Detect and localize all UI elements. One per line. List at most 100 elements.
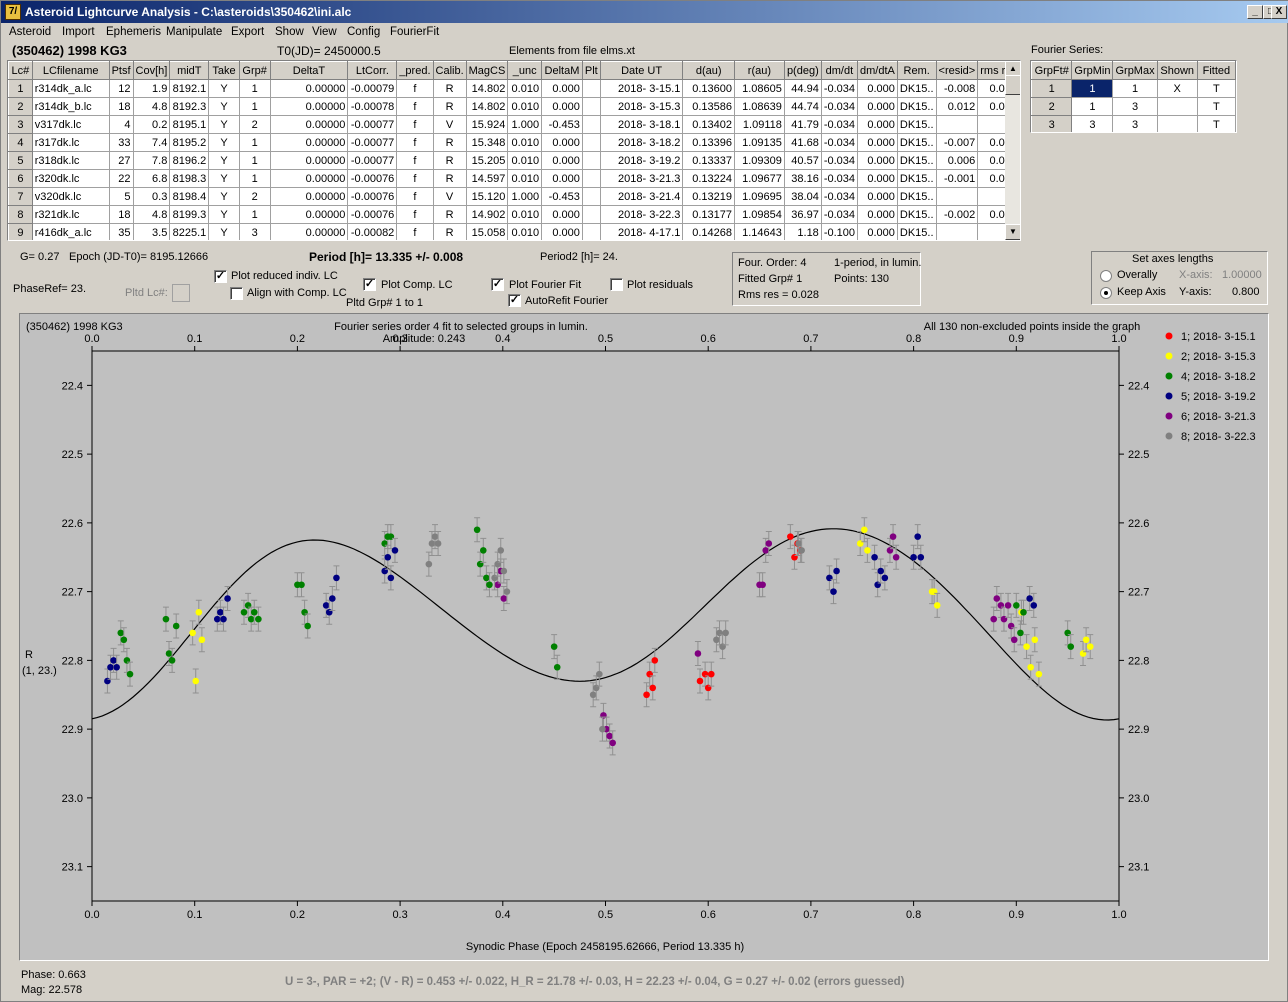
row-header[interactable]: 8 xyxy=(8,205,33,224)
yaxis-value[interactable]: 0.800 xyxy=(1232,286,1260,298)
menu-view[interactable]: View xyxy=(312,26,337,38)
column-header[interactable]: LtCorr. xyxy=(347,61,398,80)
column-header[interactable]: Grp# xyxy=(238,61,271,80)
lightcurve-plot-panel[interactable]: 0.0 0.0 0.1 0.1 0.2 0.2 0.3 0.3 0.4 0.4 0.5 0.5 0.6 0… xyxy=(19,313,1269,961)
fourier-cell[interactable]: T xyxy=(1197,115,1236,132)
align-comp-checkbox[interactable] xyxy=(230,287,243,300)
column-header[interactable]: _unc xyxy=(507,61,543,80)
row-header[interactable]: 7 xyxy=(8,187,33,206)
table-cell: Y xyxy=(208,223,240,240)
data-point xyxy=(930,588,938,595)
title-bar[interactable]: 7/ Asteroid Lightcurve Analysis - C:\ast… xyxy=(1,1,1288,23)
close-button[interactable]: X xyxy=(1271,5,1287,19)
fourier-cell[interactable]: 1 xyxy=(1112,79,1158,98)
column-header[interactable]: Rem. xyxy=(896,61,937,80)
table-cell: 14.802 xyxy=(466,97,509,116)
data-point xyxy=(1000,615,1008,623)
fourier-cell[interactable]: 3 xyxy=(1071,115,1114,132)
menu-import[interactable]: Import xyxy=(62,26,95,38)
row-header[interactable]: 2 xyxy=(8,97,33,116)
column-header[interactable]: MagCS xyxy=(465,61,509,80)
row-header[interactable]: 6 xyxy=(8,169,33,188)
data-point xyxy=(240,608,248,616)
fourier-cell[interactable]: 1 xyxy=(1071,97,1114,116)
column-header[interactable]: DeltaT xyxy=(269,61,349,80)
column-header[interactable]: Plt xyxy=(581,61,601,80)
table-vertical-scrollbar[interactable]: ▲ ▼ xyxy=(1005,61,1020,240)
fourier-row-header[interactable]: 3 xyxy=(1031,115,1073,132)
row-header[interactable]: 5 xyxy=(8,151,33,170)
fourier-cell[interactable]: X xyxy=(1157,79,1198,98)
plot-reduced-checkbox[interactable]: ✓ xyxy=(214,270,227,283)
menu-export[interactable]: Export xyxy=(231,26,265,38)
column-header[interactable]: p(deg) xyxy=(783,61,822,80)
plot-fourier-checkbox[interactable]: ✓ xyxy=(491,278,504,291)
fourier-row-header[interactable]: 2 xyxy=(1031,97,1073,116)
column-header[interactable]: dm/dtA xyxy=(857,61,898,80)
column-header[interactable]: _pred. xyxy=(396,61,434,80)
plot-area[interactable] xyxy=(91,350,1120,902)
table-row[interactable]: 5 r318dk.lc 27 7.8 8196.2 Y 1 0.00000 -0.00077 f R… xyxy=(8,151,1020,170)
column-header[interactable]: DeltaM xyxy=(541,61,583,80)
table-row[interactable]: 7 v320dk.lc 5 0.3 8198.4 Y 2 0.00000 -0.00076 f V 1… xyxy=(8,187,1020,206)
column-header[interactable]: Calib. xyxy=(432,61,467,80)
column-header[interactable]: d(au) xyxy=(682,61,735,80)
xaxis-value[interactable]: 1.00000 xyxy=(1222,269,1262,281)
column-header[interactable]: <resid> xyxy=(935,61,979,80)
data-point xyxy=(491,574,498,582)
menu-ephemeris[interactable]: Ephemeris xyxy=(106,26,161,38)
keep-axis-radio[interactable] xyxy=(1100,287,1112,299)
autorefit-checkbox[interactable]: ✓ xyxy=(508,294,521,307)
menu-fourierfit[interactable]: FourierFit xyxy=(390,26,440,38)
column-header[interactable]: midT xyxy=(169,61,210,80)
table-row[interactable]: 4 r317dk.lc 33 7.4 8195.2 Y 1 0.00000 -0.00077 f R… xyxy=(8,133,1020,152)
column-header[interactable]: Cov[h] xyxy=(132,61,171,80)
row-header[interactable]: 1 xyxy=(8,79,33,98)
fourier-cell[interactable]: T xyxy=(1197,97,1236,116)
fourier-cell[interactable] xyxy=(1157,115,1198,132)
row-header[interactable]: 4 xyxy=(8,133,33,152)
row-header[interactable]: 9 xyxy=(8,223,33,240)
row-header[interactable]: 3 xyxy=(8,115,33,134)
table-row[interactable]: 2 r314dk_b.lc 18 4.8 8192.3 Y 1 0.00000 -0.00078… xyxy=(8,97,1020,116)
scroll-thumb[interactable] xyxy=(1005,75,1020,95)
fourier-cell[interactable]: T xyxy=(1197,79,1236,98)
column-header[interactable]: Lc# xyxy=(8,61,33,80)
fourier-cell[interactable] xyxy=(1157,97,1198,116)
table-row[interactable]: 8 r321dk.lc 18 4.8 8199.3 Y 1 0.00000 -0.00076 f R… xyxy=(8,205,1020,224)
scroll-down-button[interactable]: ▼ xyxy=(1005,224,1020,240)
column-header[interactable]: LCfilename xyxy=(31,61,110,80)
table-row[interactable]: 9 r416dk_a.lc 35 3.5 8225.1 Y 3 0.00000 -0.00082… xyxy=(8,223,1020,240)
column-header[interactable]: r(au) xyxy=(733,61,785,80)
overally-radio[interactable] xyxy=(1100,270,1112,282)
fourier-row-header[interactable]: 1 xyxy=(1031,79,1073,98)
table-row[interactable]: 1 r314dk_a.lc 12 1.9 8192.1 Y 1 0.00000 -0.00079… xyxy=(8,79,1020,98)
menu-config[interactable]: Config xyxy=(347,26,381,38)
data-point xyxy=(255,615,262,623)
yaxis-label: Y-axis: xyxy=(1179,286,1212,298)
column-header[interactable]: Date UT xyxy=(599,61,684,80)
menu-show[interactable]: Show xyxy=(275,26,304,38)
plot-comp-checkbox[interactable]: ✓ xyxy=(363,278,376,291)
plot-residuals-checkbox[interactable] xyxy=(610,278,623,291)
column-header[interactable]: Take xyxy=(208,61,240,80)
column-header[interactable]: dm/dt xyxy=(820,61,859,80)
fourier-cell[interactable]: 3 xyxy=(1112,115,1158,132)
data-point xyxy=(1031,636,1039,644)
x-tick-label-top: 0.3 xyxy=(392,333,407,345)
pltd-lc-spinner[interactable] xyxy=(172,284,190,302)
data-point xyxy=(917,553,925,561)
fourier-cell[interactable]: 1 xyxy=(1071,79,1114,98)
lightcurve-plot[interactable]: 0.0 0.0 0.1 0.1 0.2 0.2 0.3 0.3 0.4 0.4 0.5 0.5 0.6 0… xyxy=(20,314,1268,960)
data-point xyxy=(428,540,436,547)
minimize-button[interactable]: _ xyxy=(1247,5,1263,19)
fourier-cell[interactable]: 3 xyxy=(1112,97,1158,116)
menu-asteroid[interactable]: Asteroid xyxy=(9,26,52,38)
table-row[interactable]: 3 v317dk.lc 4 0.2 8195.1 Y 2 0.00000 -0.00077 f V 1… xyxy=(8,115,1020,134)
column-header[interactable]: Ptsf xyxy=(108,61,134,80)
table-row[interactable]: 6 r320dk.lc 22 6.8 8198.3 Y 1 0.00000 -0.00076 f R… xyxy=(8,169,1020,188)
menu-manipulate[interactable]: Manipulate xyxy=(166,26,223,38)
